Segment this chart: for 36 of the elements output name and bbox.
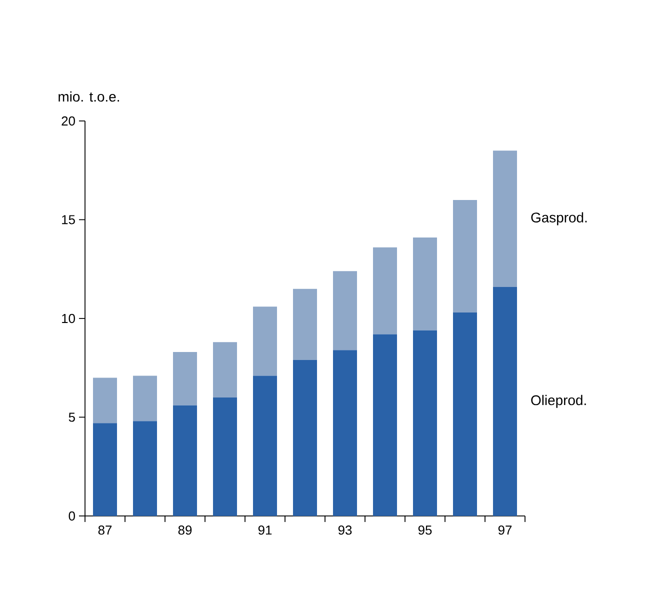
x-tick-label: 97 — [498, 526, 512, 535]
bar — [333, 271, 358, 350]
bar — [253, 306, 278, 376]
bar — [413, 330, 438, 516]
bar — [93, 378, 118, 424]
y-axis-title: mio. t.o.e. — [58, 91, 119, 102]
bar — [373, 247, 398, 334]
y-tick-label: 0 — [68, 511, 75, 521]
bar — [213, 397, 238, 516]
x-tick-label: 87 — [98, 526, 112, 535]
y-tick-label: 15 — [62, 215, 75, 224]
bar — [253, 376, 278, 516]
bar — [413, 238, 438, 330]
bar — [173, 352, 198, 406]
bar — [293, 288, 318, 360]
bar — [213, 342, 238, 398]
y-tick-label: 10 — [62, 314, 75, 324]
bar — [453, 312, 478, 516]
series-label: Gasprod. — [531, 212, 587, 226]
bar — [293, 360, 318, 516]
x-tick-label: 93 — [338, 526, 352, 535]
series-label: Olieprod. — [531, 394, 586, 408]
bar — [333, 350, 358, 516]
x-tick-label: 95 — [418, 526, 432, 535]
bar — [493, 286, 518, 516]
x-tick-label: 89 — [178, 526, 192, 535]
x-tick-label: 91 — [258, 526, 272, 535]
bar — [133, 376, 158, 422]
bar — [373, 334, 398, 516]
bar — [493, 150, 518, 287]
bar — [93, 423, 118, 516]
bar — [453, 200, 478, 313]
y-tick-label: 5 — [68, 412, 75, 422]
bar — [133, 421, 158, 516]
bar — [173, 405, 198, 516]
y-tick-label: 20 — [62, 116, 75, 126]
